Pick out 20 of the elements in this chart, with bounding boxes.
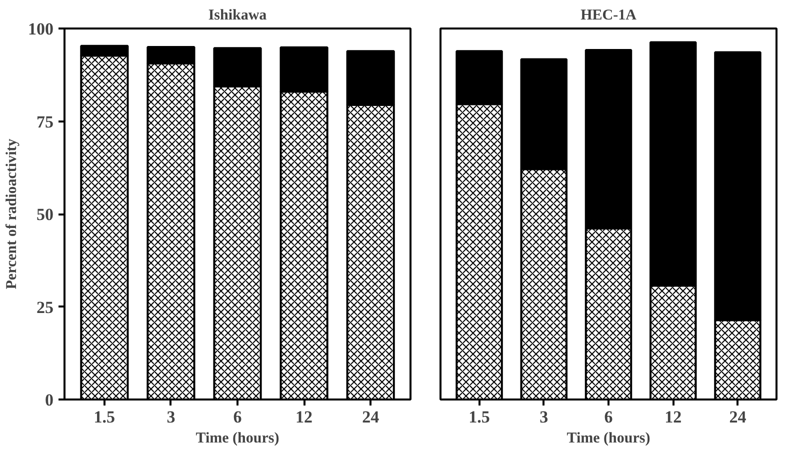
- x-axis-title: Time (hours): [196, 430, 280, 446]
- x-tick-label: 3: [166, 408, 176, 426]
- x-tick-label: 12: [664, 408, 682, 426]
- x-tick-label: 6: [604, 408, 613, 426]
- x-axis-title: Time (hours): [566, 430, 650, 446]
- x-tick-label: 6: [233, 408, 242, 426]
- y-axis-title: Percent of radioactivity: [4, 138, 20, 290]
- x-tick-label: 24: [362, 408, 380, 426]
- chart-title: HEC-1A: [580, 8, 637, 24]
- x-tick-label: 24: [729, 408, 747, 426]
- x-tick-label: 12: [296, 408, 313, 426]
- x-tick-label: 1.5: [468, 408, 490, 426]
- chart-title: Ishikawa: [208, 8, 268, 24]
- y-tick-label: 25: [36, 298, 54, 317]
- x-tick-label: 1.5: [94, 408, 116, 426]
- x-tick-label: 3: [540, 408, 548, 426]
- y-tick-label: 75: [36, 112, 54, 132]
- y-tick-label: 50: [36, 205, 54, 224]
- y-tick-label: 100: [28, 20, 54, 38]
- y-tick-label: 0: [45, 390, 54, 410]
